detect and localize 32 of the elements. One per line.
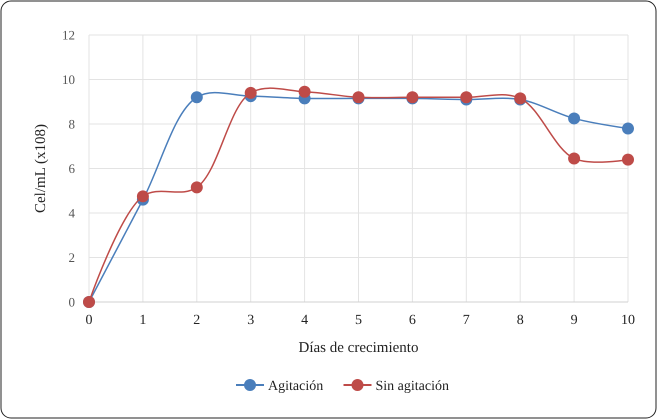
point [568, 112, 580, 124]
x-tick-label: 2 [193, 313, 200, 328]
y-tick-label: 10 [62, 72, 75, 88]
y-tick-label: 12 [62, 28, 75, 43]
x-tick-label: 6 [408, 313, 416, 328]
x-tick-label: 9 [570, 313, 578, 328]
y-axis-title: Cel/mL (x108) [33, 124, 49, 214]
point [460, 91, 472, 104]
legend-label: Sin agitación [376, 378, 449, 394]
legend-label: Agitación [268, 378, 324, 394]
point [190, 91, 203, 104]
point [136, 190, 149, 202]
x-tick-label: 8 [516, 313, 524, 328]
x-tick-label: 1 [139, 313, 146, 328]
y-tick-label: 2 [68, 250, 75, 266]
point [190, 181, 203, 194]
y-tick-label: 6 [68, 161, 76, 176]
x-tick-label: 10 [621, 313, 635, 328]
point [244, 86, 257, 99]
point [568, 152, 580, 164]
x-tick-label: 0 [86, 313, 92, 328]
y-tick-label: 0 [68, 294, 75, 310]
x-tick-label: 5 [355, 313, 362, 328]
x-axis-title: Días de crecimiento [298, 340, 418, 356]
point [622, 154, 634, 166]
y-tick-label: 8 [68, 116, 75, 132]
point [622, 122, 634, 134]
x-tick-label: 7 [462, 313, 470, 328]
y-tick-label: 4 [68, 206, 76, 221]
point [298, 86, 311, 98]
x-tick-label: 4 [301, 313, 308, 328]
x-tick-label: 3 [247, 313, 254, 328]
